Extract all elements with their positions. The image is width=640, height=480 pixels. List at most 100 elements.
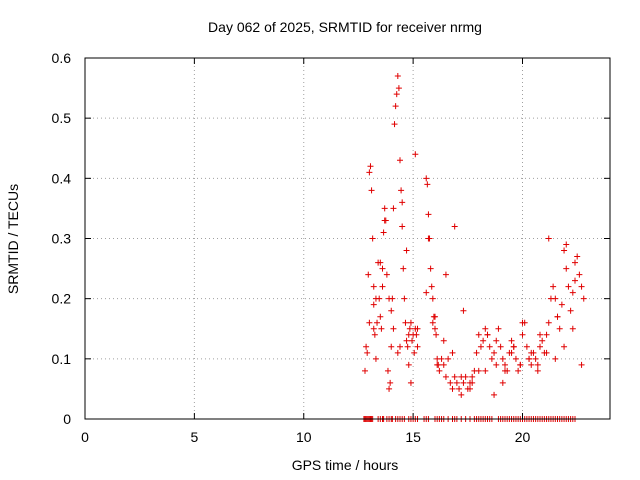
data-point — [510, 343, 517, 350]
data-point — [391, 121, 398, 128]
data-point — [433, 331, 440, 338]
y-tick-label: 0 — [63, 411, 71, 427]
data-point — [423, 289, 430, 296]
data-point — [508, 337, 515, 344]
data-point — [561, 343, 568, 350]
grid-lines — [85, 58, 610, 419]
data-point — [545, 319, 552, 326]
data-point — [537, 343, 543, 350]
data-point — [370, 325, 377, 332]
data-point — [469, 379, 476, 386]
data-point — [368, 187, 375, 194]
data-point — [497, 343, 504, 350]
data-point — [502, 361, 508, 368]
data-point — [453, 379, 460, 386]
data-point — [552, 295, 559, 302]
data-point — [543, 349, 550, 356]
x-tick-label: 0 — [81, 429, 89, 445]
data-point — [486, 343, 493, 350]
data-point — [380, 229, 387, 236]
data-point — [512, 355, 519, 362]
data-point — [493, 361, 500, 368]
data-point — [427, 265, 434, 272]
data-point — [495, 325, 502, 332]
data-point — [534, 361, 541, 368]
data-point — [467, 385, 473, 392]
data-point — [425, 235, 432, 242]
data-point — [477, 343, 484, 350]
data-point — [508, 349, 515, 356]
data-point — [372, 355, 379, 362]
data-point — [392, 103, 399, 110]
data-point — [475, 367, 482, 374]
data-point — [386, 385, 393, 392]
data-point — [545, 235, 552, 242]
data-point — [519, 319, 526, 326]
data-point — [534, 367, 541, 374]
data-point — [493, 337, 500, 344]
y-axis-label: SRMTID / TECUs — [5, 184, 21, 294]
data-point — [432, 325, 438, 332]
data-point — [395, 85, 402, 92]
data-point — [532, 355, 539, 362]
data-point — [458, 391, 465, 398]
data-point — [401, 295, 408, 302]
data-point — [451, 373, 458, 380]
x-tick-label: 20 — [515, 429, 531, 445]
data-point — [377, 259, 384, 266]
data-point — [414, 343, 421, 350]
data-point — [442, 373, 449, 380]
data-point — [543, 331, 550, 338]
data-point — [366, 169, 373, 176]
data-point — [442, 271, 449, 278]
data-point — [451, 223, 458, 230]
data-point — [572, 259, 578, 266]
data-point — [397, 343, 403, 350]
data-point — [413, 331, 420, 338]
data-point — [399, 223, 406, 230]
x-axis-label: GPS time / hours — [292, 457, 399, 473]
data-point — [502, 367, 508, 374]
x-tick-label: 15 — [405, 429, 421, 445]
data-point — [369, 235, 376, 242]
data-point — [384, 367, 391, 374]
data-point — [460, 307, 467, 314]
data-points — [360, 73, 587, 422]
data-point — [371, 331, 378, 338]
data-point — [390, 325, 397, 332]
data-point — [393, 91, 400, 98]
x-tick-label: 5 — [190, 429, 198, 445]
data-point — [388, 343, 395, 350]
data-point — [526, 355, 533, 362]
data-point — [394, 349, 401, 356]
data-point — [363, 343, 370, 350]
data-point — [387, 379, 394, 386]
y-tick-label: 0.4 — [52, 170, 72, 186]
data-point — [405, 361, 412, 368]
data-point — [381, 205, 388, 212]
data-point — [569, 325, 576, 332]
series-SRMTID — [362, 73, 587, 398]
x-tick-label: 10 — [296, 429, 312, 445]
data-point — [386, 295, 393, 302]
data-point — [390, 205, 397, 212]
data-point — [550, 283, 557, 290]
data-point — [574, 253, 581, 260]
data-point — [388, 307, 395, 314]
data-point — [362, 367, 368, 374]
data-point — [407, 319, 414, 326]
data-point — [367, 163, 374, 170]
data-point — [563, 241, 570, 248]
data-point — [403, 337, 410, 344]
data-point — [449, 349, 456, 356]
data-point — [491, 391, 498, 398]
data-point — [372, 295, 379, 302]
data-point — [366, 319, 373, 326]
data-point — [397, 157, 403, 164]
data-point — [414, 325, 421, 332]
data-point — [554, 313, 561, 320]
data-point — [473, 349, 480, 356]
data-point — [425, 211, 432, 218]
data-point — [447, 379, 454, 386]
